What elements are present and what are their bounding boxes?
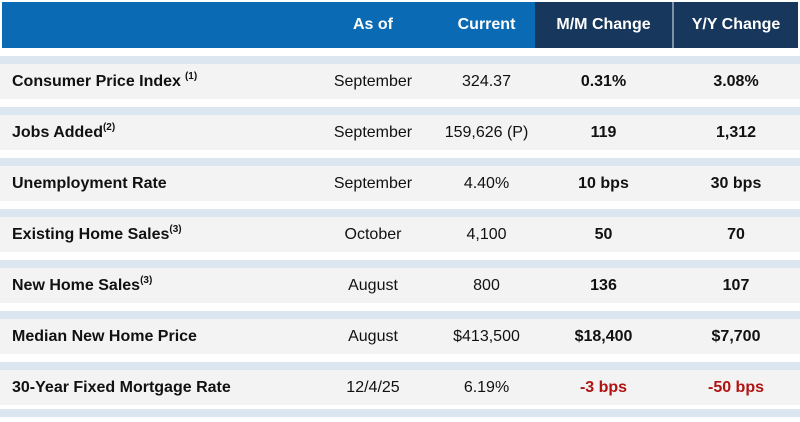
as-of-cell: September: [333, 123, 413, 141]
as-of-cell: August: [348, 276, 398, 294]
mm-change-cell: 10 bps: [578, 174, 629, 192]
current-cell: $413,500: [453, 327, 520, 345]
row-label: New Home Sales (3): [12, 274, 153, 294]
row-label-text: Jobs Added: [12, 123, 103, 141]
mm-change-cell: 0.31%: [580, 72, 627, 90]
row-gap: [0, 201, 800, 209]
row-label: Unemployment Rate: [0, 166, 308, 201]
row-gap: [0, 303, 800, 311]
table-row: Unemployment Rate September 4.40% 10 bps…: [0, 166, 800, 201]
row-gap: [0, 252, 800, 260]
current-cell: 6.19%: [463, 378, 510, 396]
row-label-text: Consumer Price Index: [12, 72, 181, 90]
yy-change-cell: -50 bps: [707, 378, 764, 396]
row-label: Median New Home Price: [0, 319, 308, 354]
as-of-cell: September: [333, 174, 413, 192]
table-row: New Home Sales (3) August 800 136 107: [0, 268, 800, 303]
yy-change-cell: 1,312: [715, 123, 757, 141]
table-header: As of Current M/M Change Y/Y Change: [0, 0, 800, 48]
yy-change-cell: 70: [727, 225, 745, 243]
yy-change-cell: $7,700: [711, 327, 761, 345]
bottom-separator-bar: [0, 409, 800, 417]
mm-change-cell: 119: [590, 123, 617, 141]
as-of-cell: October: [344, 225, 402, 243]
row-separator-bar: [0, 107, 800, 115]
bottom-gap: [0, 405, 800, 409]
table-row: Median New Home Price August $413,500 $1…: [0, 319, 800, 354]
row-label-text: Existing Home Sales: [12, 225, 170, 243]
as-of-cell: August: [348, 327, 398, 345]
table-row: Jobs Added (2) September 159,626 (P) 119 …: [0, 115, 800, 150]
current-cell: 324.37: [462, 72, 511, 90]
row-gap: [0, 150, 800, 158]
row-label: Jobs Added (2): [12, 121, 116, 141]
table-row: Existing Home Sales (3) October 4,100 50 …: [0, 217, 800, 252]
row-label-text: Median New Home Price: [12, 327, 197, 345]
as-of-cell: September: [333, 72, 413, 90]
row-separator-bar: [0, 311, 800, 319]
header-cell-label: [2, 2, 308, 48]
table-row: 30-Year Fixed Mortgage Rate 12/4/25 6.19…: [0, 370, 800, 405]
row-separator-bar: [0, 362, 800, 370]
row-separator-bar: [0, 260, 800, 268]
row-label: Consumer Price Index (1): [12, 70, 198, 90]
mm-change-cell: 50: [594, 225, 613, 243]
current-cell: 4,100: [466, 225, 507, 243]
row-label: 30-Year Fixed Mortgage Rate: [0, 370, 308, 405]
row-label-text: New Home Sales: [12, 276, 141, 294]
mm-change-cell: -3 bps: [579, 378, 628, 396]
yy-change-cell: 3.08%: [713, 72, 759, 90]
yy-change-cell: 30 bps: [710, 174, 762, 192]
bottom-margin: [0, 417, 800, 422]
table-row: Consumer Price Index (1) September 324.37…: [0, 64, 800, 99]
table-body: Consumer Price Index (1) September 324.37…: [0, 48, 800, 405]
header-cell-as-of: As of: [308, 2, 438, 48]
row-label: Existing Home Sales (3): [12, 223, 182, 243]
row-gap: [0, 48, 800, 56]
row-gap: [0, 354, 800, 362]
current-cell: 4.40%: [463, 174, 510, 192]
mm-change-cell: 136: [590, 276, 617, 294]
row-separator-bar: [0, 158, 800, 166]
header-cell-current: Current: [438, 2, 535, 48]
row-label-text: Unemployment Rate: [12, 174, 167, 192]
row-label-text: 30-Year Fixed Mortgage Rate: [12, 378, 231, 396]
current-cell: 800: [473, 276, 500, 294]
row-separator-bar: [0, 209, 800, 217]
mm-change-cell: $18,400: [574, 327, 633, 345]
yy-change-cell: 107: [722, 276, 750, 294]
header-cell-mm-change: M/M Change: [535, 2, 672, 48]
row-separator-bar: [0, 56, 800, 64]
as-of-cell: 12/4/25: [346, 378, 400, 396]
header-cell-yy-change: Y/Y Change: [672, 2, 798, 48]
row-gap: [0, 99, 800, 107]
current-cell: 159,626 (P): [444, 123, 529, 141]
